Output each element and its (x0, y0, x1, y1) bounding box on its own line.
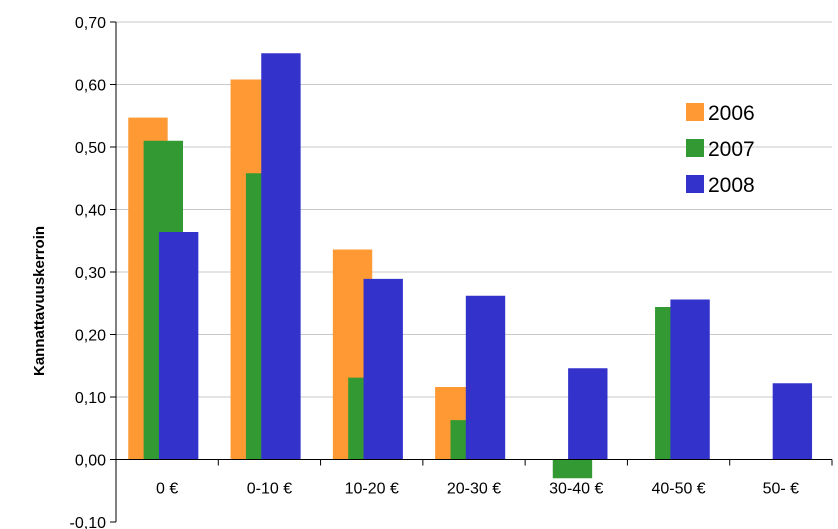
bar-2008-1 (261, 53, 301, 460)
y-tick-label: 0,50 (75, 140, 106, 157)
bar-2008-2 (363, 278, 403, 460)
y-tick-label: 0,20 (75, 328, 106, 345)
bar-2008-3 (465, 295, 506, 460)
legend-swatch-2008 (686, 175, 704, 193)
bar-2008-6 (772, 383, 813, 460)
x-tick-label: 20-30 € (447, 481, 501, 498)
y-tick-label: 0,00 (75, 453, 106, 470)
x-tick-labels: 0 € 0-10 € 10-20 € 20-30 € 30-40 € 40-50 € 50-… (156, 481, 799, 498)
axes (115, 22, 833, 522)
legend-swatch-2006 (686, 103, 704, 121)
x-tick-label: 0-10 € (247, 481, 292, 498)
legend: 2006 2007 2008 (686, 102, 755, 197)
y-tick-label: 0,70 (75, 15, 106, 32)
legend-label-2006: 2006 (708, 102, 755, 125)
bar-2008-4 (568, 368, 608, 460)
legend-label-2008: 2008 (708, 174, 755, 197)
bars (128, 53, 813, 479)
y-tick-label: 0,10 (75, 390, 106, 407)
x-tick-label: 50- € (763, 481, 800, 498)
bar-2008-0 (158, 232, 199, 460)
y-tick-label: 0,40 (75, 203, 106, 220)
y-tick-label: 0,30 (75, 265, 106, 282)
x-tick-label: 10-20 € (345, 481, 399, 498)
legend-label-2007: 2007 (708, 138, 755, 161)
x-tick-label: 30-40 € (549, 481, 603, 498)
x-tick-label: 40-50 € (651, 481, 705, 498)
y-tick-label: -0,10 (70, 515, 107, 529)
y-tick-labels: -0,10 0,00 0,10 0,20 0,30 0,40 0,50 0,60 0,70 (70, 15, 107, 529)
legend-swatch-2007 (686, 139, 704, 157)
y-axis-label: Kannattavuuskerroin (31, 226, 48, 376)
bar-2008-5 (670, 299, 710, 460)
bar-2007-4 (552, 459, 593, 479)
y-tick-label: 0,60 (75, 78, 106, 95)
x-tick-label: 0 € (156, 481, 178, 498)
